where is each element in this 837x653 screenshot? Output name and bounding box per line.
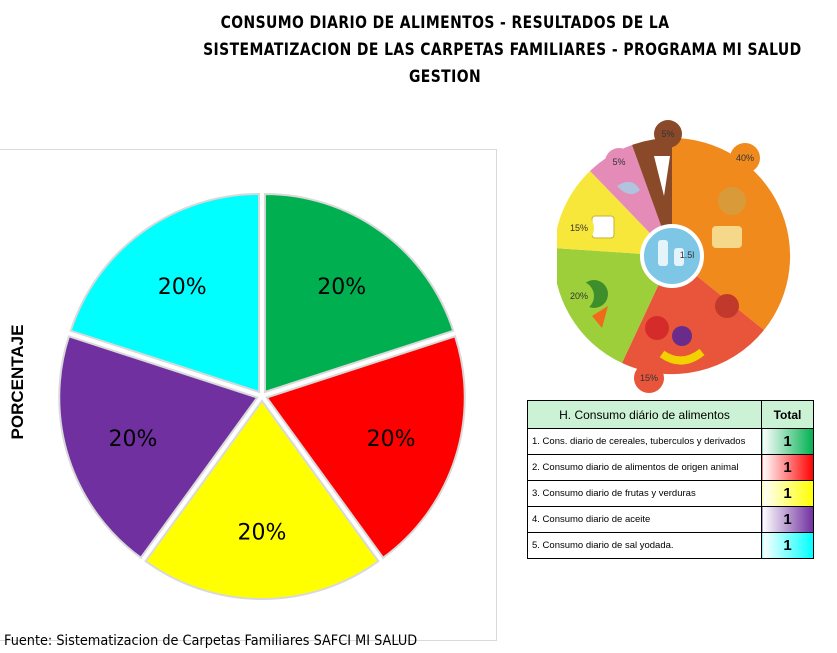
table-row-total-2: 1 <box>761 454 814 481</box>
title-line-3: GESTION <box>408 67 482 87</box>
table-row-label-5: 5. Consumo diario de sal yodada. <box>527 532 762 559</box>
plate-segment-red <box>622 256 764 375</box>
plate-label-meat: 5% <box>612 157 625 167</box>
plate-segment-green <box>557 248 672 363</box>
water-center-icon <box>640 224 704 288</box>
source-footnote: Fuente: Sistematizacion de Carpetas Fami… <box>4 633 418 649</box>
plate-label-vegetables: 20% <box>570 291 588 301</box>
sweets-icon <box>654 156 670 196</box>
pie-slice-1 <box>263 192 455 394</box>
pie-slice-label-3: 20% <box>238 521 287 546</box>
table-row-label-2: 2. Consumo diario de alimentos de origen… <box>527 454 762 481</box>
plate-label-cereals: 40% <box>736 153 754 163</box>
table-row: 2. Consumo diario de alimentos de origen… <box>527 454 814 481</box>
table-header-total: Total <box>761 400 814 429</box>
table-row-total-4: 1 <box>761 506 814 533</box>
pie-slice-label-4: 20% <box>109 427 158 452</box>
chart-title: CONSUMO DIARIO DE ALIMENTOS - RESULTADOS… <box>203 10 802 91</box>
pie-slice-2 <box>265 335 466 560</box>
title-line-1: CONSUMO DIARIO DE ALIMENTOS - RESULTADOS… <box>220 13 670 33</box>
banana-icon <box>659 348 705 365</box>
food-plate-illustration: 5% 40% 15% 15% 20% 5% 1.5l <box>557 120 791 393</box>
pie-slice-label-2: 20% <box>367 427 416 452</box>
pie-slice-label-1: 20% <box>317 275 366 300</box>
plate-label-water: 1.5l <box>680 250 695 260</box>
plate-label-fruits: 15% <box>640 373 658 383</box>
table-row-label-3: 3. Consumo diario de frutas y verduras <box>527 480 762 507</box>
milk-icon <box>591 215 615 239</box>
table-row: 4. Consumo diario de aceite 1 <box>527 506 814 533</box>
table-row: 1. Cons. diario de cereales, tuberculos … <box>527 428 814 455</box>
plate-badges <box>564 120 760 393</box>
table-row-total-3: 1 <box>761 480 814 507</box>
table-row-label-4: 4. Consumo diario de aceite <box>527 506 762 533</box>
table-row-total-1: 1 <box>761 428 814 455</box>
title-line-2: SISTEMATIZACION DE LAS CARPETAS FAMILIAR… <box>203 40 802 60</box>
pie-slice-5 <box>69 192 261 394</box>
table-header-label: H. Consumo diário de alimentos <box>527 400 762 429</box>
plate-label-dairy: 15% <box>570 223 588 233</box>
food-consumption-table: H. Consumo diário de alimentos Total 1. … <box>527 400 814 559</box>
table-row: 5. Consumo diario de sal yodada. 1 <box>527 532 814 559</box>
plate-label-sweets: 5% <box>661 129 674 139</box>
pie-slice-3 <box>144 399 380 600</box>
table-row-label-1: 1. Cons. diario de cereales, tuberculos … <box>527 428 762 455</box>
meat-icon <box>715 294 739 318</box>
pie-slice-label-5: 20% <box>158 275 207 300</box>
table-row-total-5: 1 <box>761 532 814 559</box>
table-row: 3. Consumo diario de frutas y verduras 1 <box>527 480 814 507</box>
chart-frame <box>0 149 497 641</box>
pie-chart: 20% 20% 20% 20% 20% <box>58 192 466 600</box>
bread-icon <box>718 187 746 215</box>
fish-icon <box>617 181 640 195</box>
apple-icon <box>645 316 669 340</box>
pie-slice-4 <box>58 335 259 560</box>
